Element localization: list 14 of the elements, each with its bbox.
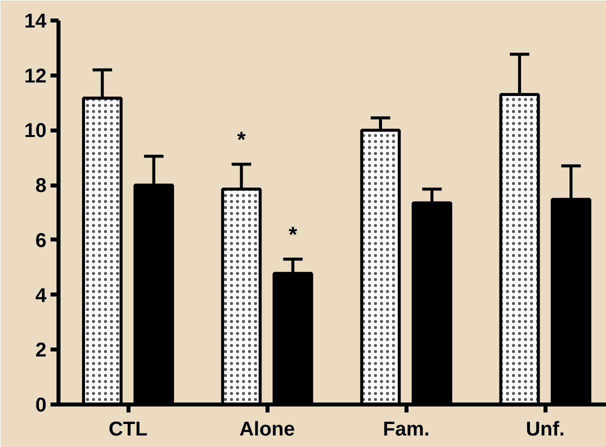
x-tick-label: CTL [108,418,148,440]
y-tick-label: 4 [35,284,48,307]
y-tick-label: 2 [35,340,46,362]
y-tick-label: 14 [24,10,48,32]
x-tick-label: Alone [239,418,295,440]
annotation: * [237,127,246,152]
y-tick-label: 6 [35,230,46,252]
y-tick-label: 10 [24,120,47,142]
x-tick-label: Unf. [526,418,565,440]
x-tick-label: Fam. [382,418,430,440]
y-tick-label: 8 [35,175,46,198]
annotation: * [288,222,298,248]
y-tick-label: 12 [24,65,47,88]
y-tick-label: 0 [35,394,46,416]
